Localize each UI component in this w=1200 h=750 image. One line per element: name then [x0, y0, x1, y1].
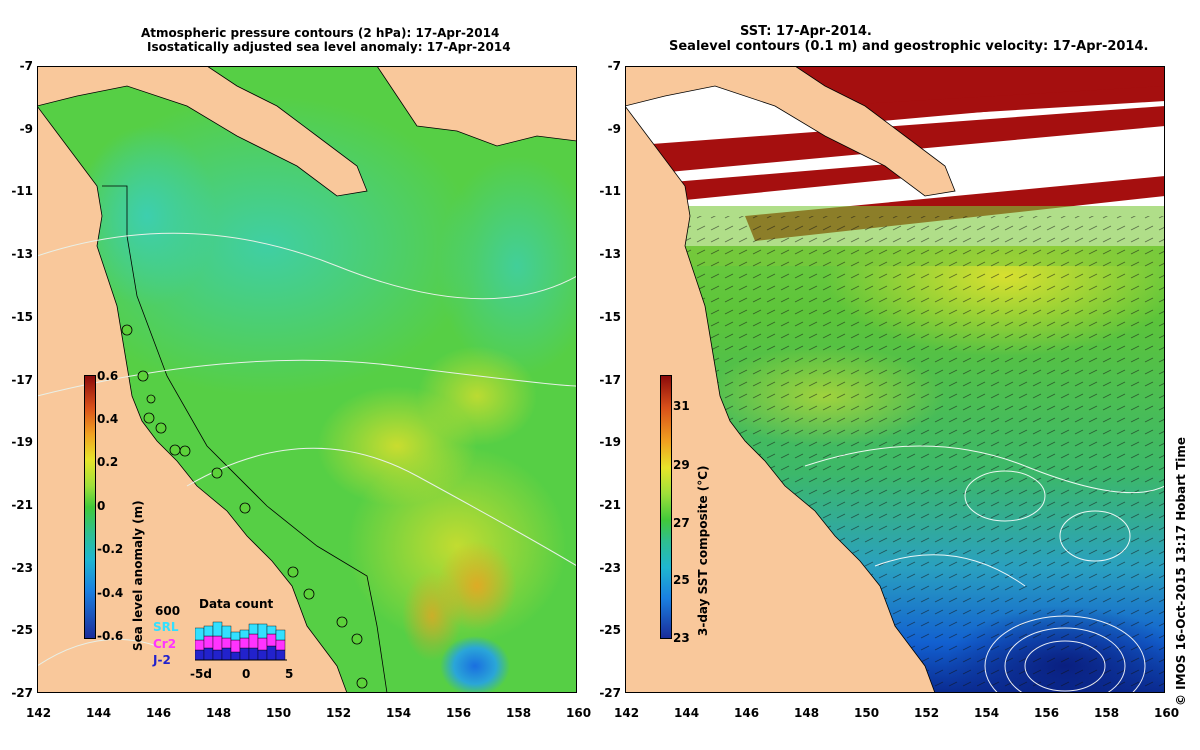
right-lat-tick: -25 — [599, 623, 621, 638]
left-lon-tick: 146 — [146, 706, 172, 720]
left-lat-tick: -21 — [11, 497, 33, 512]
right-map-title-line1: SST: 17-Apr-2014. — [740, 24, 872, 39]
left-map-title-line1: Atmospheric pressure contours (2 hPa): 1… — [141, 26, 500, 40]
sea-level-tick-6: -0.6 — [97, 629, 124, 643]
data-count-bars — [195, 621, 287, 661]
right-lon-tick: 154 — [974, 706, 1000, 720]
right-map-frame — [625, 66, 1165, 693]
sea-level-tick-4: -0.2 — [97, 542, 124, 556]
data-count-bar-srl — [275, 629, 286, 641]
right-lon-tick: 152 — [914, 706, 940, 720]
left-lon-tick: 154 — [386, 706, 412, 720]
left-lat-tick: -19 — [11, 435, 33, 450]
left-lat-tick: -11 — [11, 184, 33, 199]
data-count-inset: 600 Data count SRL Cr2 J-2 -5d 0 5 — [145, 594, 295, 684]
left-lon-tick: 148 — [206, 706, 232, 720]
right-map-title-line2: Sealevel contours (0.1 m) and geostrophi… — [669, 39, 1149, 54]
sst-colorbar — [660, 375, 672, 639]
sea-level-tick-3: 0 — [97, 499, 106, 513]
legend-cr2: Cr2 — [153, 637, 177, 651]
sea-level-tick-0: 0.6 — [97, 369, 119, 383]
sea-level-anomaly-map-graphic — [37, 66, 577, 693]
right-lon-tick: 150 — [854, 706, 880, 720]
sea-level-colorbar — [84, 375, 96, 639]
sst-tick-4: 23 — [673, 631, 690, 645]
right-lat-tick: -19 — [599, 435, 621, 450]
sst-tick-1: 29 — [673, 458, 690, 472]
right-lat-tick: -11 — [599, 184, 621, 199]
copyright-credit: © IMOS 16-Oct-2015 13:17 Hobart Time — [1174, 436, 1188, 706]
right-lon-tick: 146 — [734, 706, 760, 720]
right-lon-tick: 156 — [1034, 706, 1060, 720]
sst-tick-3: 25 — [673, 573, 690, 587]
left-map-title-line2: Isostatically adjusted sea level anomaly… — [147, 40, 511, 54]
legend-srl: SRL — [153, 620, 179, 634]
right-lat-tick: -9 — [607, 121, 621, 136]
right-lat-tick: -7 — [607, 59, 621, 73]
left-lat-tick: -9 — [19, 121, 33, 136]
right-lon-tick: 158 — [1094, 706, 1120, 720]
left-lat-tick: -23 — [11, 560, 33, 575]
right-lon-tick: 160 — [1154, 706, 1180, 720]
left-lat-tick: -17 — [11, 372, 33, 387]
left-lat-tick: -15 — [11, 309, 33, 324]
left-lat-tick: -27 — [11, 686, 33, 700]
sst-tick-2: 27 — [673, 516, 690, 530]
left-lon-tick: 142 — [26, 706, 52, 720]
left-lat-tick: -7 — [19, 59, 33, 73]
left-lon-tick: 144 — [86, 706, 112, 720]
right-lat-tick: -21 — [599, 497, 621, 512]
left-lon-tick: 160 — [566, 706, 592, 720]
sst-map-graphic — [625, 66, 1165, 693]
legend-j2: J-2 — [153, 653, 171, 667]
left-lon-tick: 152 — [326, 706, 352, 720]
sea-level-anomaly-map: 0.6 0.4 0.2 0 -0.2 -0.4 -0.6 Sea level a… — [37, 66, 577, 693]
right-lat-tick: -15 — [599, 309, 621, 324]
left-map-frame — [37, 66, 577, 693]
sea-level-tick-2: 0.2 — [97, 455, 119, 469]
sst-tick-0: 31 — [673, 399, 690, 413]
data-count-ymax: 600 — [155, 604, 181, 618]
inset-xtick-1: 0 — [242, 667, 251, 681]
right-lat-tick: -23 — [599, 560, 621, 575]
inset-xtick-2: 5 — [285, 667, 294, 681]
right-lat-tick: -13 — [599, 247, 621, 262]
data-count-title: Data count — [199, 597, 274, 611]
left-lon-tick: 150 — [266, 706, 292, 720]
coastal-station-markers — [121, 324, 368, 689]
left-lon-tick: 156 — [446, 706, 472, 720]
right-lon-tick: 142 — [614, 706, 640, 720]
inset-xtick-0: -5d — [190, 667, 212, 681]
right-lat-tick: -17 — [599, 372, 621, 387]
left-lon-tick: 158 — [506, 706, 532, 720]
sea-level-tick-1: 0.4 — [97, 412, 119, 426]
right-lat-tick: -27 — [599, 686, 621, 700]
sea-level-tick-5: -0.4 — [97, 586, 124, 600]
left-lat-tick: -25 — [11, 623, 33, 638]
sst-map: 31 29 27 25 23 3-day SST composite (°C) — [625, 66, 1165, 693]
right-lon-tick: 144 — [674, 706, 700, 720]
right-lon-tick: 148 — [794, 706, 820, 720]
left-lat-tick: -13 — [11, 247, 33, 262]
